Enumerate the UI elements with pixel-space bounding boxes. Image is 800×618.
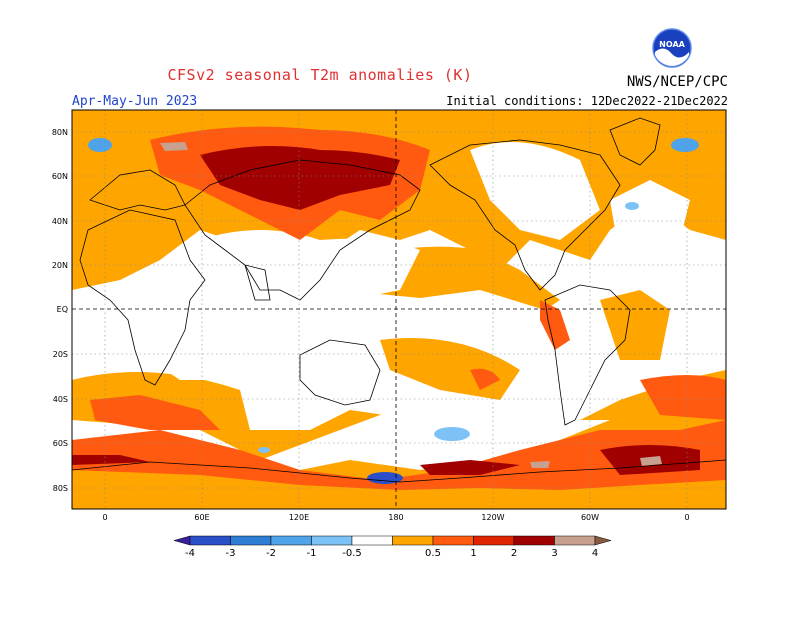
- anomaly-brown-antarctic-1: [640, 456, 662, 466]
- anomaly-blue-barents: [88, 138, 112, 152]
- lon-label: 120W: [481, 513, 504, 522]
- colorbar-segment: [513, 535, 555, 546]
- colorbar-segment: [432, 535, 474, 546]
- anomaly-blue-south-pacific: [434, 427, 470, 441]
- colorbar-segment: [554, 535, 596, 546]
- anomaly-red-central-america: [540, 300, 570, 350]
- agency-label: NWS/NCEP/CPC: [626, 74, 728, 90]
- lat-label: 40S: [53, 395, 68, 404]
- anomaly-darkred-south-pacific: [420, 460, 520, 475]
- anomaly-blue-north-atlantic: [625, 202, 639, 210]
- colorbar-tick-label: -2: [266, 548, 276, 559]
- anomaly-fields: [72, 110, 726, 509]
- lat-label: 60S: [53, 439, 68, 448]
- colorbar-tick-label: 2: [511, 548, 517, 559]
- anomaly-white-asia: [200, 230, 420, 340]
- anomaly-white-atlantic: [610, 180, 690, 250]
- longitude-labels: 0 60E 120E 180 120W 60W 0: [102, 513, 689, 522]
- lat-label: 20S: [53, 350, 68, 359]
- coast-greenland: [609, 117, 661, 166]
- anomaly-darkred-antarctic-west: [72, 455, 150, 465]
- coast-australia: [299, 339, 381, 406]
- anomaly-blue-ross-sea: [367, 472, 403, 484]
- map-title: CFSv2 seasonal T2m anomalies (K): [167, 66, 473, 84]
- lat-label: 80S: [53, 484, 68, 493]
- colorbar-tick-label: 4: [592, 548, 598, 559]
- coast-north-america: [429, 139, 621, 291]
- anomaly-blue-south-indian: [258, 447, 270, 453]
- anomaly-brown-arctic: [160, 142, 188, 151]
- anomaly-red-south-indian: [90, 395, 220, 430]
- anomaly-white-north-america: [470, 142, 600, 240]
- colorbar-tick-label: -3: [226, 548, 236, 559]
- colorbar-segment: [270, 535, 312, 546]
- lon-label: 60W: [581, 513, 599, 522]
- lat-label: 60N: [52, 172, 68, 181]
- colorbar-segment: [392, 535, 434, 546]
- lat-label: EQ: [57, 305, 68, 314]
- anomaly-red-south-atlantic: [640, 375, 726, 420]
- initial-conditions: Initial conditions: 12Dec2022-21Dec2022: [446, 94, 728, 108]
- anomaly-red-pacific-small: [470, 368, 500, 390]
- colorbar-arrow-right: [594, 535, 612, 546]
- lat-label: 20N: [52, 261, 68, 270]
- coast-asia: [184, 159, 421, 301]
- coastlines: [72, 117, 726, 483]
- coast-india: [244, 264, 271, 301]
- anomaly-brown-antarctic-2: [530, 461, 550, 468]
- map-frame: [71, 109, 727, 510]
- anomaly-red-antarctic-coast: [72, 420, 726, 490]
- coast-africa: [79, 209, 206, 386]
- forecast-period: Apr-May-Jun 2023: [72, 94, 198, 109]
- colorbar-segment: [311, 535, 353, 546]
- lon-label: 0: [684, 513, 689, 522]
- colorbar-tick-label: -4: [185, 548, 195, 559]
- lon-label: 60E: [194, 513, 209, 522]
- latitude-labels: 80N 60N 40N 20N EQ 20S 40S 60S 80S: [52, 128, 68, 493]
- lat-label: 40N: [52, 217, 68, 226]
- anomaly-darkred-siberia: [200, 146, 400, 210]
- anomaly-white-south-indian: [150, 312, 240, 380]
- reference-lines: [72, 110, 726, 509]
- colorbar-tick-label: 1: [470, 548, 476, 559]
- noaa-logo-text: NOAA: [659, 40, 685, 49]
- colorbar-tick-label: 3: [551, 548, 557, 559]
- colorbar-tick-label: 0.5: [425, 548, 441, 559]
- colorbar-tick-label: -1: [307, 548, 317, 559]
- colorbar-segment: [189, 535, 231, 546]
- colorbar-segment: [230, 535, 272, 546]
- colorbar-segment: [473, 535, 515, 546]
- grid-lines: [72, 110, 726, 509]
- colorbar: -4 -3 -2 -1 -0.5 0.5 1 2 3 4: [173, 535, 612, 559]
- lat-label: 80N: [52, 128, 68, 137]
- lon-label: 180: [388, 513, 403, 522]
- colorbar-arrow-left: [173, 535, 191, 546]
- anomaly-blue-greenland: [671, 138, 699, 152]
- coast-antarctica: [72, 459, 726, 483]
- lon-label: 120E: [289, 513, 309, 522]
- anomaly-orange-s-america: [600, 290, 670, 360]
- noaa-logo-icon: NOAA: [652, 28, 692, 68]
- lon-label: 0: [102, 513, 107, 522]
- colorbar-segment: [351, 535, 393, 546]
- colorbar-tick-label: -0.5: [342, 548, 362, 559]
